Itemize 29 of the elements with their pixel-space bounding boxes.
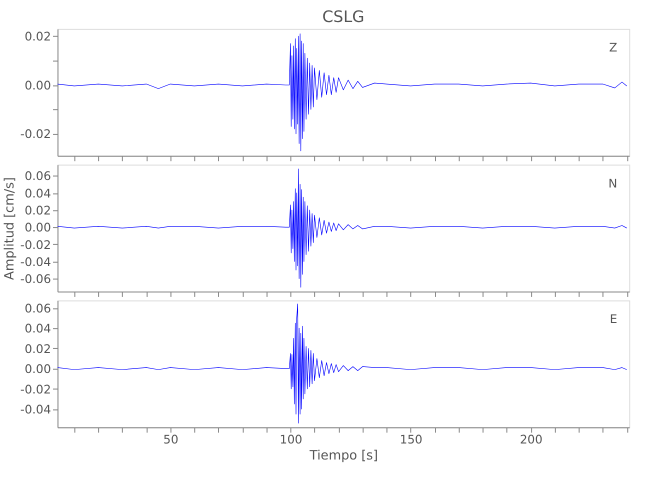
- y-tick-label: -0.04: [20, 402, 52, 416]
- x-axis-title: Tiempo [s]: [308, 448, 378, 464]
- line-series: [57, 33, 628, 152]
- x-tick-label: 200: [520, 432, 543, 447]
- y-tick-label: 0.00: [24, 78, 52, 92]
- line-series: [57, 304, 628, 424]
- y-tick-label: 0.02: [24, 204, 52, 218]
- y-tick-label: -0.04: [20, 254, 52, 269]
- y-tick-label: 0.04: [24, 186, 52, 200]
- y-tick-label: -0.02: [20, 238, 52, 252]
- y-tick-label: -0.02: [20, 382, 52, 396]
- line-series: [57, 168, 628, 288]
- x-tick-label: 100: [280, 432, 302, 447]
- y-axis-title: Amplitud [cm/s]: [2, 177, 18, 280]
- chart-title: CSLG: [322, 6, 364, 26]
- y-tick-label: 0.00: [24, 220, 52, 235]
- annotation: E: [610, 312, 618, 326]
- y-tick-label: 0.02: [24, 30, 52, 44]
- annotation: N: [608, 176, 618, 190]
- x-tick-label: 50: [163, 432, 178, 447]
- y-tick-label: 0.00: [24, 362, 52, 376]
- y-tick-label: 0.02: [24, 342, 52, 356]
- y-tick-label: 0.06: [24, 169, 52, 184]
- y-tick-label: 0.04: [24, 322, 52, 336]
- annotation: Z: [609, 40, 618, 55]
- x-tick-label: 150: [400, 432, 422, 447]
- y-tick-label: 0.06: [24, 301, 52, 316]
- y-tick-label: -0.02: [20, 127, 52, 142]
- y-tick-label: -0.06: [20, 272, 52, 286]
